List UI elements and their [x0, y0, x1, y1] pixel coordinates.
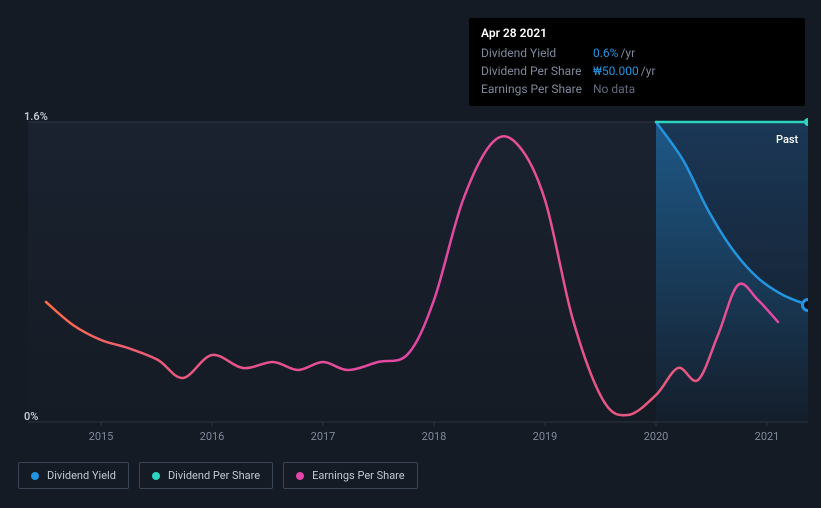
- past-label: Past: [776, 133, 798, 146]
- chart-tooltip: Apr 28 2021 Dividend Yield0.6% /yrDivide…: [469, 18, 805, 106]
- tooltip-value: ₩50.000: [593, 64, 639, 78]
- tooltip-unit: /yr: [620, 46, 635, 60]
- dividend-chart-svg: [18, 100, 808, 445]
- x-axis-label: 2021: [755, 430, 780, 443]
- legend-dot: [152, 472, 160, 480]
- tooltip-value: 0.6%: [593, 46, 618, 60]
- tooltip-value: No data: [593, 82, 635, 96]
- tooltip-label: Dividend Yield: [481, 46, 593, 60]
- tooltip-row: Earnings Per ShareNo data: [481, 80, 793, 98]
- legend-dot: [296, 472, 304, 480]
- tooltip-label: Dividend Per Share: [481, 64, 593, 78]
- chart-legend: Dividend Yield Dividend Per Share Earnings…: [18, 462, 418, 489]
- x-axis-label: 2018: [422, 430, 447, 443]
- tooltip-row: Dividend Yield0.6% /yr: [481, 44, 793, 62]
- legend-label: Dividend Yield: [47, 469, 116, 482]
- tooltip-unit: /yr: [641, 64, 656, 78]
- legend-item-earnings-per-share[interactable]: Earnings Per Share: [283, 462, 418, 489]
- tooltip-date: Apr 28 2021: [481, 26, 793, 40]
- tooltip-row: Dividend Per Share₩50.000 /yr: [481, 62, 793, 80]
- legend-label: Dividend Per Share: [168, 469, 260, 482]
- legend-label: Earnings Per Share: [312, 469, 405, 482]
- legend-item-dividend-yield[interactable]: Dividend Yield: [18, 462, 129, 489]
- x-axis-label: 2019: [533, 430, 558, 443]
- legend-item-dividend-per-share[interactable]: Dividend Per Share: [139, 462, 273, 489]
- y-axis-label: 1.6%: [24, 110, 48, 123]
- tooltip-label: Earnings Per Share: [481, 82, 593, 96]
- legend-dot: [31, 472, 39, 480]
- x-axis-label: 2015: [89, 430, 114, 443]
- chart-area: 1.6% 0% 2015 2016 2017 2018 2019 2020 2021 Past: [18, 100, 808, 460]
- x-axis-label: 2017: [311, 430, 336, 443]
- x-axis-label: 2016: [200, 430, 225, 443]
- y-axis-label: 0%: [24, 410, 38, 423]
- x-axis-label: 2020: [644, 430, 669, 443]
